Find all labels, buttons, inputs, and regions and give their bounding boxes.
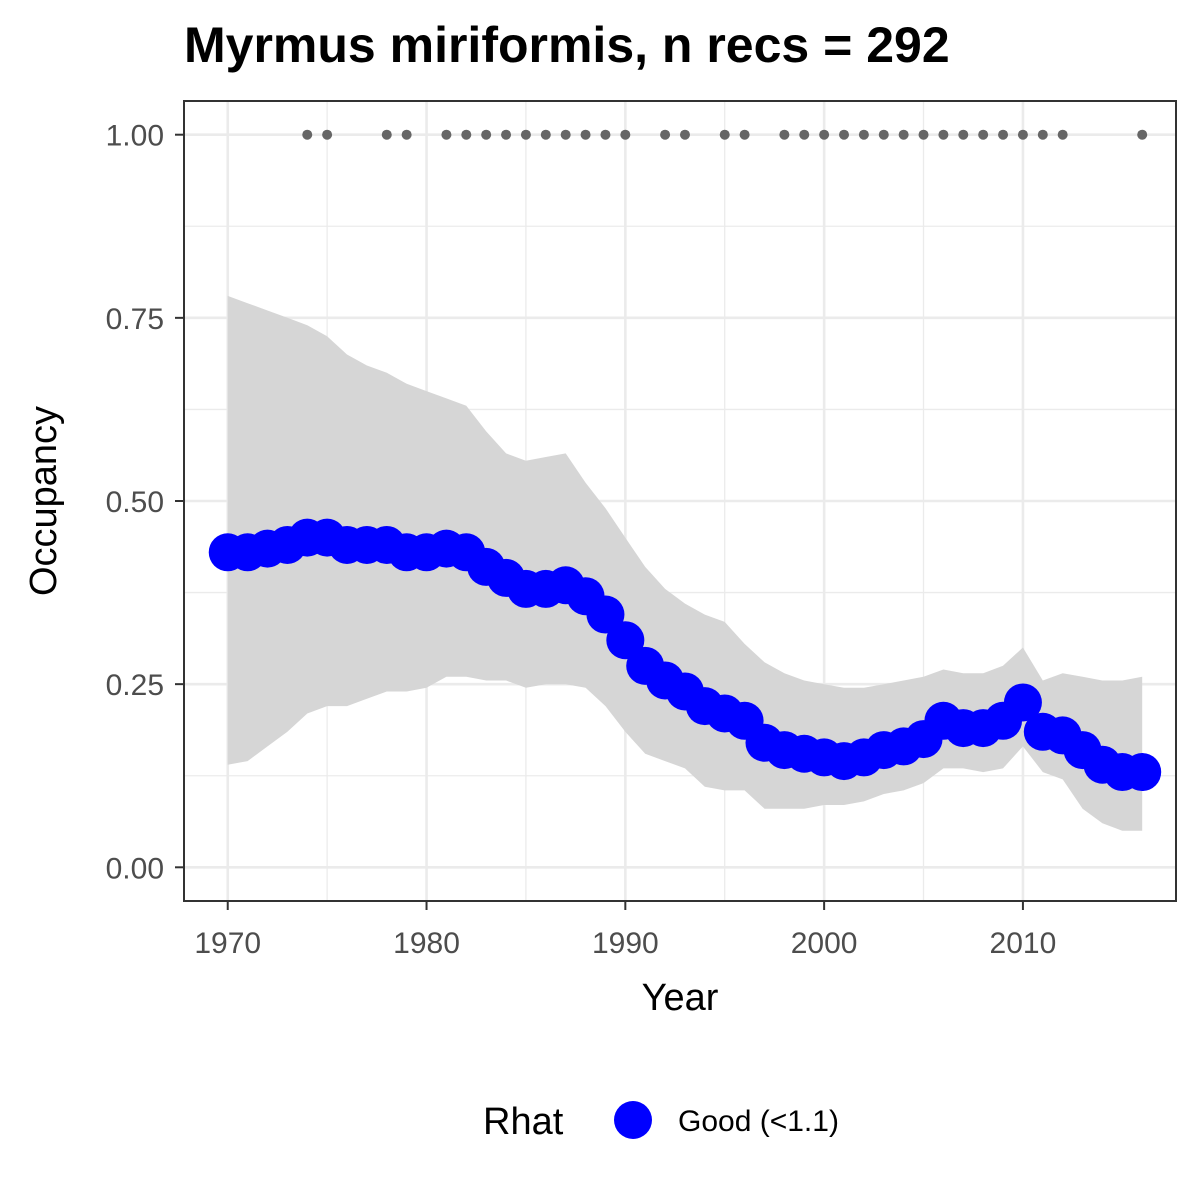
record-point [322,129,333,140]
record-point [302,129,313,140]
legend-key-good [614,1101,652,1139]
y-tick-label: 1.00 [106,120,164,153]
confidence-ribbon [227,295,1143,831]
legend: Rhat Good (<1.1) [483,1101,839,1143]
y-tick-label: 0.75 [106,303,164,336]
record-point [401,129,412,140]
record-point [381,129,392,140]
record-point [958,129,969,140]
x-tick-label: 2000 [791,927,858,960]
x-tick-label: 1980 [393,927,460,960]
legend-label-good: Good (<1.1) [678,1105,839,1138]
record-point [739,129,750,140]
chart-title: Myrmus miriformis, n recs = 292 [184,17,950,73]
occupancy-point [586,595,625,634]
occupancy-point [606,621,645,660]
record-point [839,129,850,140]
occupancy-point [1003,683,1042,722]
record-point [600,129,611,140]
record-point [540,129,551,140]
y-axis-title: Occupancy [23,406,65,596]
record-point [481,129,492,140]
y-tick-label: 0.50 [106,486,164,519]
record-point [799,129,810,140]
record-point [918,129,929,140]
record-point [620,129,631,140]
record-points [302,129,1148,140]
y-tick-label: 0.25 [106,669,164,702]
record-point [660,129,671,140]
x-axis-title: Year [642,977,719,1019]
record-point [998,129,1009,140]
occupancy-point [1123,753,1162,792]
record-point [938,129,949,140]
x-tick-label: 1970 [194,927,261,960]
record-point [501,129,512,140]
record-point [1137,129,1148,140]
record-point [779,129,790,140]
x-tick-label: 1990 [592,927,659,960]
record-point [858,129,869,140]
record-point [461,129,472,140]
record-point [1017,129,1028,140]
record-point [441,129,452,140]
x-tick-label: 2010 [990,927,1057,960]
y-tick-label: 0.00 [106,852,164,885]
occupancy-series [208,518,1162,792]
record-point [719,129,730,140]
record-point [580,129,591,140]
record-point [978,129,989,140]
record-point [1057,129,1068,140]
confidence-ribbon-group [227,295,1143,831]
record-point [819,129,830,140]
record-point [560,129,571,140]
record-point [679,129,690,140]
record-point [1037,129,1048,140]
record-point [898,129,909,140]
legend-title: Rhat [483,1101,564,1143]
record-point [520,129,531,140]
record-point [878,129,889,140]
x-axis: 1970 1980 1990 2000 2010 [194,901,1056,960]
y-axis: 0.00 0.25 0.50 0.75 1.00 [106,120,184,885]
